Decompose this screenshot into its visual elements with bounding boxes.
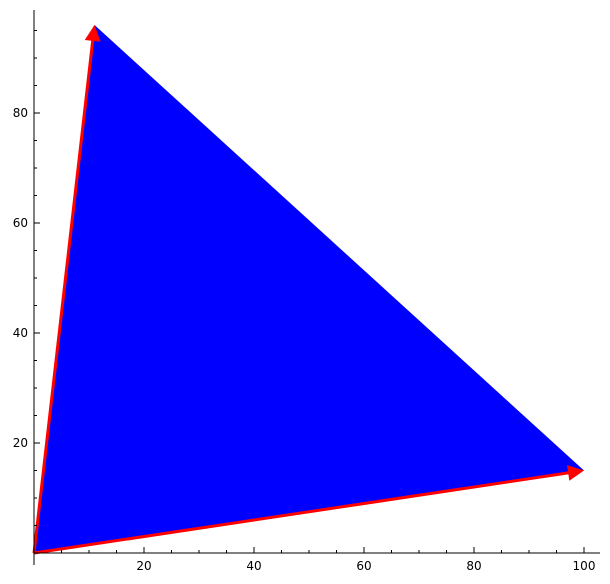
y-tick-label: 80 — [13, 106, 28, 120]
x-tick-label: 20 — [136, 559, 151, 573]
x-tick-label: 100 — [573, 559, 596, 573]
vector-arrowhead-1 — [84, 25, 101, 42]
y-tick-label: 40 — [13, 326, 28, 340]
y-axis-ticks: 20 40 60 80 — [13, 30, 40, 526]
vector-arrowhead-2 — [566, 464, 584, 481]
x-tick-label: 60 — [356, 559, 371, 573]
filled-triangle — [34, 25, 584, 553]
plot-area — [32, 25, 584, 555]
x-tick-label: 40 — [246, 559, 261, 573]
y-tick-label: 20 — [13, 436, 28, 450]
vector-arrow-2 — [33, 469, 579, 555]
x-axis-ticks: 20 40 60 80 100 — [61, 547, 596, 573]
vector-arrow-1 — [32, 30, 96, 554]
x-tick-label: 80 — [466, 559, 481, 573]
axes: 20 40 60 80 100 20 40 60 80 — [13, 10, 600, 573]
y-tick-label: 60 — [13, 216, 28, 230]
